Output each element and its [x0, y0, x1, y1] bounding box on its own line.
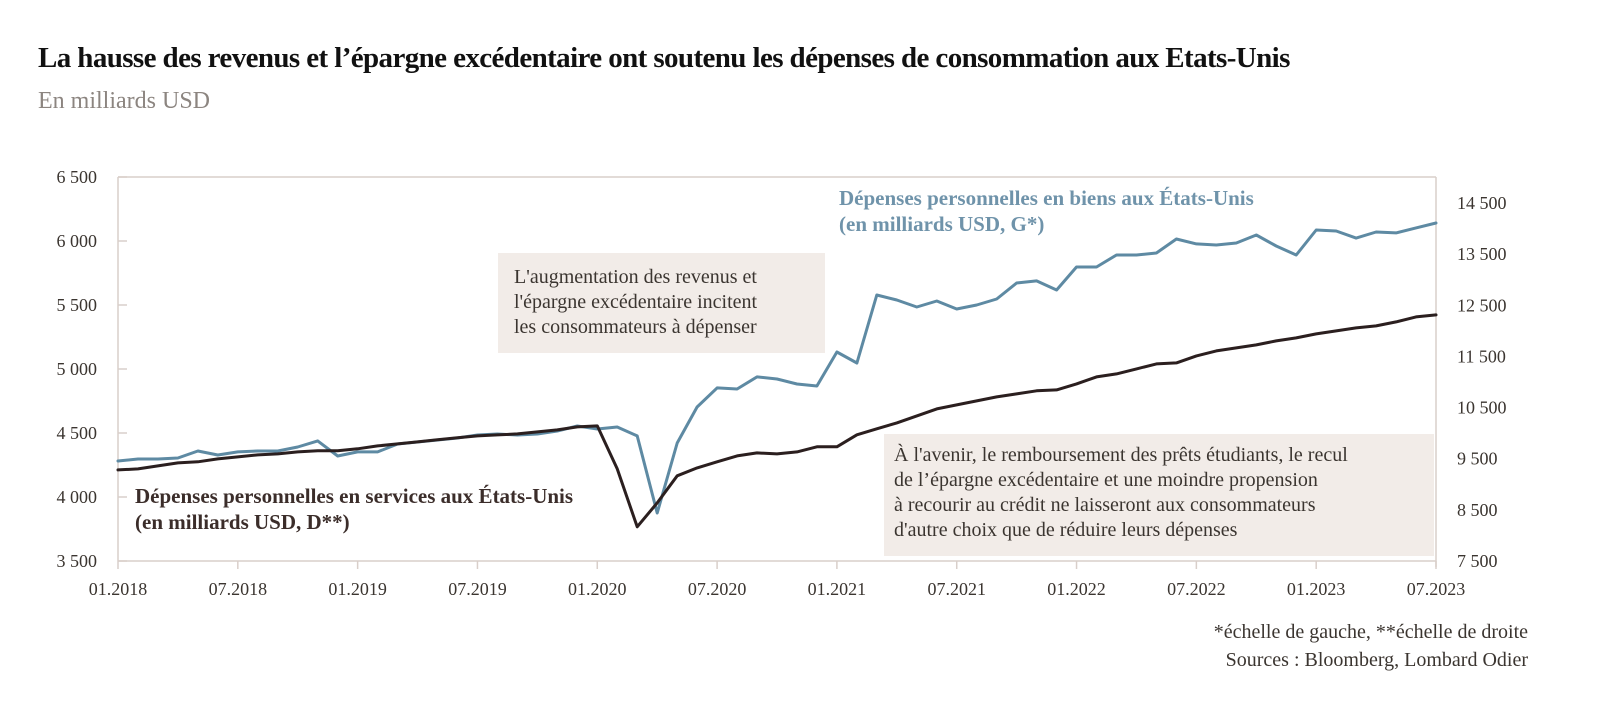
x-tick-label: 07.2023 — [1407, 579, 1466, 599]
annotation-line: à recourir au crédit ne laisseront aux c… — [894, 494, 1316, 516]
services-series-label: Dépenses personnelles en services aux Ét… — [135, 483, 573, 535]
chart-title: La hausse des revenus et l’épargne excéd… — [38, 42, 1290, 74]
annotation-line: de l’épargne excédentaire et une moindre… — [894, 469, 1318, 491]
left-tick-label: 6 500 — [57, 167, 98, 187]
x-tick-label: 01.2022 — [1047, 579, 1106, 599]
x-tick-label: 07.2022 — [1167, 579, 1226, 599]
right-tick-label: 9 500 — [1457, 449, 1498, 469]
x-tick-label: 07.2020 — [688, 579, 747, 599]
services-label-line2: (en milliards USD, D**) — [135, 510, 350, 534]
right-tick-label: 8 500 — [1457, 500, 1498, 520]
annotation-line: d'autre choix que de réduire leurs dépen… — [894, 519, 1238, 541]
x-tick-label: 01.2021 — [808, 579, 867, 599]
x-tick-label: 01.2019 — [328, 579, 387, 599]
x-axis-ticks: 01.2018 07.2018 01.2019 07.2019 01.2020 07.20… — [89, 561, 1466, 599]
left-tick-label: 5 000 — [57, 359, 98, 379]
goods-series-label: Dépenses personnelles en biens aux États… — [839, 185, 1254, 237]
annotation-box-outlook: À l'avenir, le remboursement des prêts é… — [884, 434, 1434, 556]
x-tick-label: 01.2023 — [1287, 579, 1346, 599]
x-tick-label: 01.2020 — [568, 579, 627, 599]
x-tick-label: 07.2019 — [448, 579, 507, 599]
goods-label-line1: Dépenses personnelles en biens aux États… — [839, 186, 1254, 210]
right-tick-label: 13 500 — [1457, 244, 1507, 264]
services-spending-line — [116, 313, 1438, 529]
left-tick-label: 3 500 — [57, 551, 98, 571]
goods-spending-line — [116, 221, 1438, 515]
services-label-line1: Dépenses personnelles en services aux Ét… — [135, 484, 574, 508]
annotation-line: L'augmentation des revenus et — [514, 266, 757, 288]
right-axis-ticks: 7 500 8 500 9 500 10 500 11 500 12 500 13 500 1… — [1457, 193, 1507, 571]
x-tick-label: 01.2018 — [89, 579, 148, 599]
series-lines — [116, 221, 1438, 529]
annotation-line: les consommateurs à dépenser — [514, 316, 757, 338]
annotation-box-income: L'augmentation des revenus et l'épargne … — [498, 253, 825, 353]
chart-subtitle: En milliards USD — [38, 88, 210, 114]
right-tick-label: 12 500 — [1457, 295, 1507, 315]
right-tick-label: 11 500 — [1457, 346, 1506, 366]
left-tick-label: 5 500 — [57, 295, 98, 315]
left-axis-ticks: 3 500 4 000 4 500 5 000 5 500 6 000 6 500 — [57, 167, 127, 571]
left-tick-label: 4 500 — [57, 423, 98, 443]
left-tick-label: 6 000 — [57, 231, 98, 251]
annotation-line: À l'avenir, le remboursement des prêts é… — [894, 444, 1348, 466]
right-tick-label: 10 500 — [1457, 398, 1507, 418]
right-tick-label: 7 500 — [1457, 551, 1498, 571]
annotation-line: l'épargne excédentaire incitent — [514, 291, 758, 313]
x-tick-label: 07.2018 — [209, 579, 268, 599]
left-tick-label: 4 000 — [57, 487, 98, 507]
sources-footnote: Sources : Bloomberg, Lombard Odier — [1225, 649, 1528, 671]
scale-footnote: *échelle de gauche, **échelle de droite — [1213, 621, 1528, 643]
x-tick-label: 07.2021 — [927, 579, 986, 599]
goods-label-line2: (en milliards USD, G*) — [839, 212, 1045, 236]
right-tick-label: 14 500 — [1457, 193, 1507, 213]
